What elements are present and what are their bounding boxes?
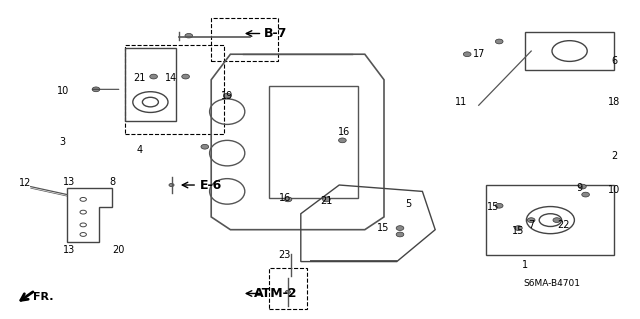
Ellipse shape — [223, 93, 231, 98]
Text: 8: 8 — [109, 177, 115, 187]
Ellipse shape — [92, 87, 100, 92]
Text: 21: 21 — [320, 196, 333, 206]
Ellipse shape — [396, 226, 404, 230]
Text: 7: 7 — [528, 220, 534, 230]
Bar — [125, 45, 224, 134]
Text: 10: 10 — [608, 185, 621, 195]
Ellipse shape — [579, 184, 586, 189]
Text: 11: 11 — [454, 97, 467, 107]
Text: 5: 5 — [405, 199, 412, 209]
Text: 17: 17 — [472, 49, 485, 59]
Ellipse shape — [323, 197, 330, 202]
Ellipse shape — [169, 183, 174, 187]
Text: 14: 14 — [165, 73, 178, 83]
Text: 3: 3 — [60, 137, 66, 147]
Ellipse shape — [495, 39, 503, 44]
Text: 4: 4 — [136, 145, 143, 155]
Ellipse shape — [495, 204, 503, 208]
Text: 16: 16 — [338, 127, 351, 137]
Text: 21: 21 — [133, 73, 146, 83]
Text: 1: 1 — [522, 260, 528, 270]
Text: E-6: E-6 — [200, 179, 222, 191]
Bar — [269, 268, 307, 309]
Ellipse shape — [396, 232, 404, 237]
Text: 2: 2 — [611, 151, 618, 161]
Ellipse shape — [185, 33, 193, 38]
Ellipse shape — [553, 218, 561, 223]
Text: 15: 15 — [512, 226, 525, 236]
Text: 22: 22 — [557, 220, 570, 230]
Text: 15: 15 — [376, 223, 389, 233]
Text: ATM-2: ATM-2 — [253, 287, 297, 300]
Text: 12: 12 — [19, 178, 32, 189]
Ellipse shape — [582, 192, 589, 197]
Ellipse shape — [463, 52, 471, 57]
Ellipse shape — [339, 138, 346, 143]
Text: 6: 6 — [611, 56, 618, 66]
Text: 13: 13 — [63, 245, 76, 256]
Ellipse shape — [527, 218, 535, 223]
Ellipse shape — [284, 197, 292, 202]
Ellipse shape — [150, 74, 157, 79]
Bar — [269, 86, 358, 198]
Text: 9: 9 — [576, 183, 582, 193]
Ellipse shape — [182, 74, 189, 79]
Text: 10: 10 — [56, 86, 69, 96]
Ellipse shape — [285, 290, 291, 293]
Text: 15: 15 — [486, 202, 499, 212]
Text: 20: 20 — [112, 245, 125, 256]
Text: 19: 19 — [221, 91, 234, 101]
Text: S6MA-B4701: S6MA-B4701 — [523, 279, 580, 288]
Ellipse shape — [201, 144, 209, 149]
Text: 23: 23 — [278, 250, 291, 260]
Text: FR.: FR. — [33, 292, 54, 302]
Bar — [211, 18, 278, 61]
Text: 18: 18 — [608, 97, 621, 107]
Ellipse shape — [515, 226, 522, 230]
Text: 16: 16 — [278, 193, 291, 203]
Text: B-7: B-7 — [264, 27, 287, 40]
Text: 13: 13 — [63, 177, 76, 187]
